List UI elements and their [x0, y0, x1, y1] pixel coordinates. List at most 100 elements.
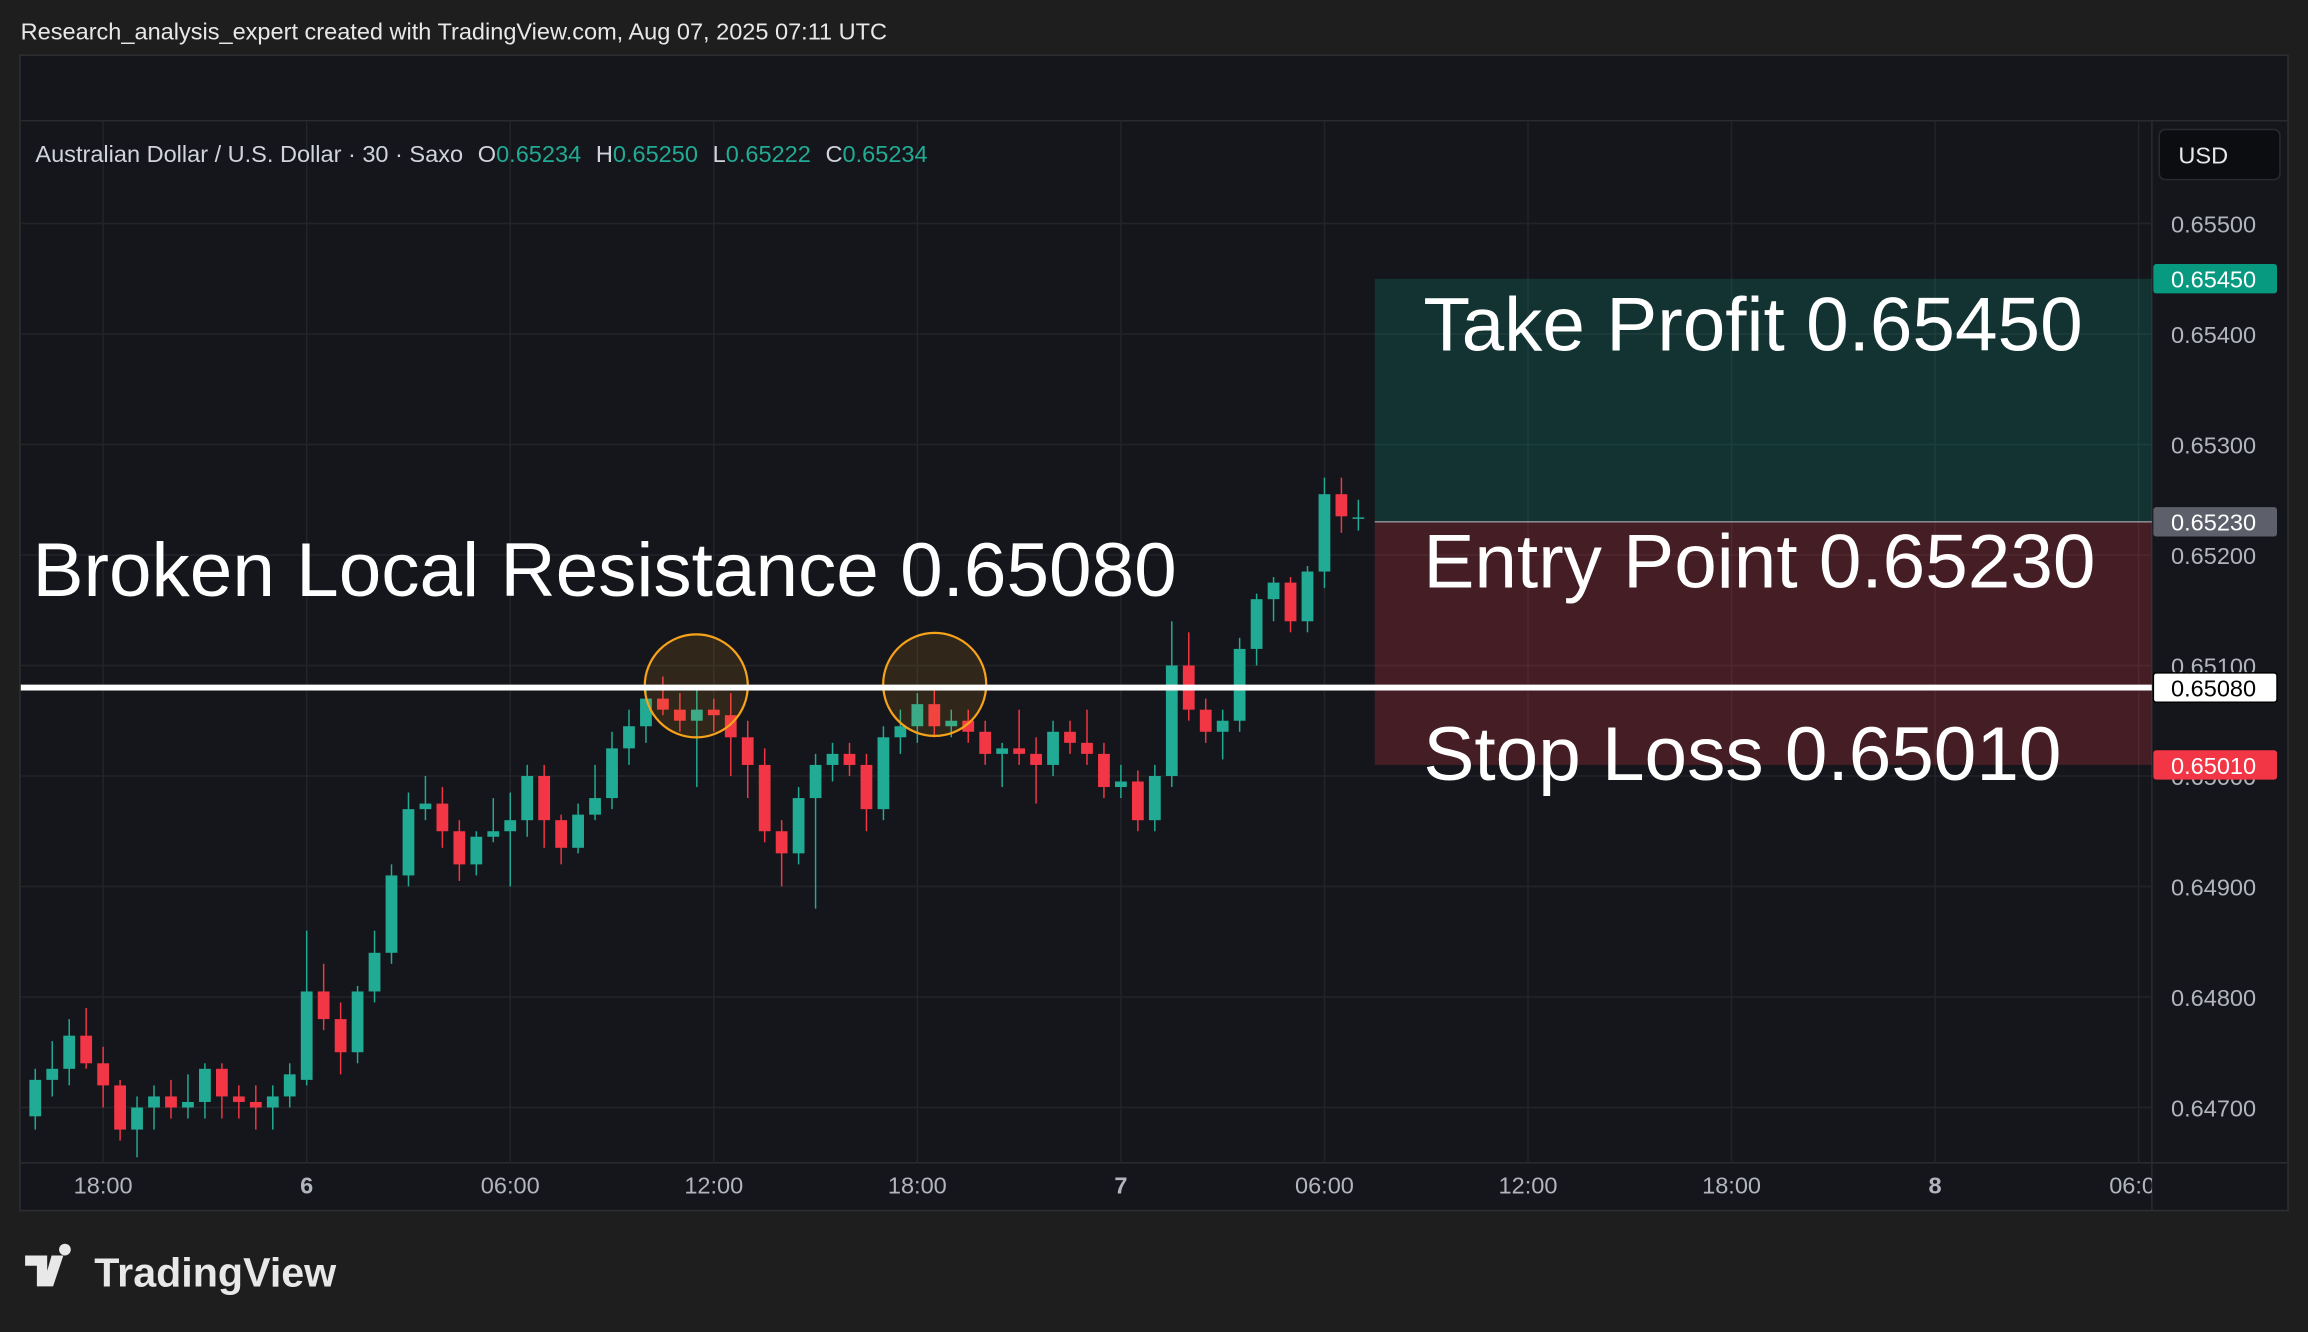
candle-body [419, 803, 432, 810]
candle-body [555, 820, 568, 848]
symbol-legend: Australian Dollar / U.S. Dollar · 30 · S… [35, 141, 927, 167]
x-tick-label: 12:00 [684, 1173, 743, 1199]
price-tag [2152, 672, 2278, 704]
brand-logo: TradingView [25, 1243, 337, 1295]
candle-body [1301, 571, 1314, 622]
ohlc-value: 0.65234 [496, 141, 581, 167]
annotations: Take Profit 0.65450 Entry Point 0.65230 Br… [32, 282, 2095, 797]
y-tick-label: 0.65500 [2171, 211, 2256, 237]
candle-body [215, 1068, 228, 1097]
symbol: Australian Dollar / U.S. Dollar · 30 · S… [35, 141, 463, 167]
candle-body [1216, 720, 1229, 732]
candle-body [877, 737, 890, 810]
candle-body [504, 820, 517, 832]
candle-body [1148, 775, 1161, 821]
price-tag [2153, 263, 2278, 294]
candle-body [538, 775, 551, 821]
candle-body [962, 720, 975, 732]
candle-body [402, 809, 415, 876]
candle-body [29, 1079, 42, 1117]
ohlc-key: L [713, 141, 726, 167]
x-tick-label: 18:00 [888, 1173, 947, 1199]
candle-body [97, 1063, 110, 1086]
price-axis: 0.647000.648000.649000.650000.651000.652… [2171, 211, 2256, 1121]
candle-body [843, 753, 856, 765]
candle-body [63, 1035, 76, 1069]
drawings [20, 631, 2152, 739]
candle-body [1318, 494, 1331, 572]
candle-body [1199, 709, 1212, 732]
candle-body [1250, 599, 1263, 649]
candle-body [589, 798, 601, 815]
candle-body [809, 764, 822, 799]
candle-body [724, 715, 737, 738]
price-tag-label: 0.65450 [2171, 267, 2256, 293]
candle-body [928, 704, 941, 727]
candle-body [131, 1107, 143, 1130]
currency-button[interactable] [2158, 128, 2281, 181]
y-tick-label: 0.65200 [2171, 543, 2256, 569]
candle-body [1013, 748, 1026, 754]
ohlc-value: 0.65250 [613, 141, 698, 167]
candle-body [1131, 781, 1144, 821]
candle-body [979, 731, 992, 754]
candle-body [623, 726, 635, 749]
candle-body [351, 991, 364, 1053]
level-annotation: Stop Loss 0.65010 [1423, 712, 2061, 797]
ohlc-key: C [826, 141, 843, 167]
brand-icon [25, 1243, 71, 1287]
candle-body [775, 831, 788, 854]
chart-panel [19, 54, 2289, 1212]
x-tick-label: 06:00 [2109, 1173, 2168, 1199]
candle-body [1335, 494, 1348, 517]
candle-body [300, 991, 313, 1080]
candle-body [1352, 517, 1365, 519]
price-tag-label: 0.65080 [2171, 675, 2256, 701]
candle-body [182, 1101, 194, 1108]
currency-label: USD [2178, 142, 2228, 168]
position-zones [1374, 278, 2152, 765]
price-tag-label: 0.65230 [2171, 510, 2256, 536]
candle-body [606, 748, 618, 799]
ohlc-value: 0.65222 [726, 141, 811, 167]
candle-body [232, 1096, 245, 1102]
take-profit-zone [1374, 278, 2152, 522]
x-tick-label: 8 [1929, 1173, 1942, 1199]
stop-loss-zone [1374, 521, 2152, 765]
candle-body [894, 726, 907, 738]
candle-body [996, 748, 1009, 754]
candle-body [266, 1096, 279, 1108]
candle-body [148, 1096, 160, 1108]
candle-body [165, 1096, 177, 1108]
candle-body [1165, 665, 1178, 776]
time-axis: 18:00 6 06:00 12:00 18:00 7 06:00 12:00 18:00 8 06… [74, 1173, 2168, 1199]
candle-body [1047, 731, 1059, 765]
candle-body [385, 875, 398, 953]
candle-body [673, 709, 686, 721]
candle-body [640, 698, 652, 727]
candle-body [368, 952, 381, 992]
brand-name: TradingView [94, 1249, 337, 1295]
candle-body [46, 1068, 59, 1080]
x-tick-label: 06:00 [481, 1173, 540, 1199]
candle-body [470, 836, 483, 865]
level-annotation: Take Profit 0.65450 [1423, 282, 2082, 367]
y-tick-label: 0.64900 [2171, 874, 2256, 900]
candle-body [317, 991, 330, 1020]
y-tick-label: 0.64800 [2171, 985, 2256, 1011]
attribution: Research_analysis_expert created with Tr… [21, 19, 887, 45]
x-tick-label: 7 [1114, 1173, 1127, 1199]
ohlc-value: 0.65234 [843, 141, 928, 167]
y-tick-label: 0.65300 [2171, 432, 2256, 458]
candle-body [657, 698, 669, 710]
candle-body [80, 1035, 93, 1064]
candle-body [1081, 742, 1093, 754]
candle-body [199, 1068, 211, 1102]
candle-body [707, 709, 720, 716]
x-tick-label: 18:00 [1702, 1173, 1761, 1199]
y-tick-label: 0.64700 [2171, 1095, 2256, 1121]
candle-body [826, 753, 839, 765]
candle-body [436, 803, 449, 832]
